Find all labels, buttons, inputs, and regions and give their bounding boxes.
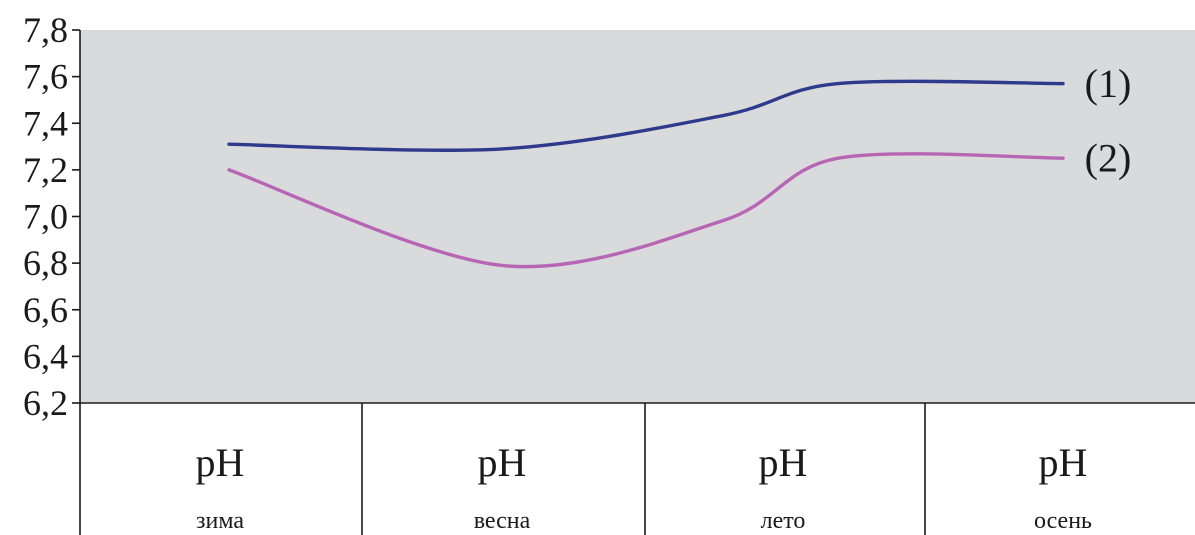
series-labels: (1) (2)	[1085, 61, 1132, 181]
y-tick-label: 6,8	[23, 243, 68, 283]
y-tick-label: 7,0	[23, 197, 68, 237]
category-main-label: pH	[759, 440, 808, 485]
y-tick-label: 7,6	[23, 57, 68, 97]
y-tick-label: 6,4	[23, 336, 68, 376]
series-line-2	[227, 152, 1065, 269]
series-label-1: (1)	[1085, 61, 1132, 106]
axis-layer	[79, 30, 1195, 535]
y-tick-label: 6,2	[23, 383, 68, 423]
series-line-1	[227, 79, 1065, 152]
category-main-label: pH	[1039, 440, 1088, 485]
y-tick-label: 7,8	[23, 10, 68, 50]
category-main-label: pH	[478, 440, 527, 485]
plot-area-background	[80, 30, 1195, 403]
series-layer	[227, 79, 1065, 269]
category-main-label: pH	[196, 440, 245, 485]
category-label: осень	[1034, 508, 1092, 534]
x-axis-categories: pH зима pH весна pH лето pH осень	[196, 440, 1092, 534]
y-tick-label: 7,2	[23, 150, 68, 190]
category-label: лето	[761, 508, 806, 534]
category-label: весна	[474, 508, 531, 534]
y-tick-label: 6,6	[23, 290, 68, 330]
y-tick-label: 7,4	[23, 103, 68, 143]
y-axis-ticks: 6,2 6,4 6,6 6,8 7,0 7,2 7,4 7,6 7,8	[23, 10, 80, 423]
category-label: зима	[196, 508, 244, 534]
series-label-2: (2)	[1085, 136, 1132, 181]
